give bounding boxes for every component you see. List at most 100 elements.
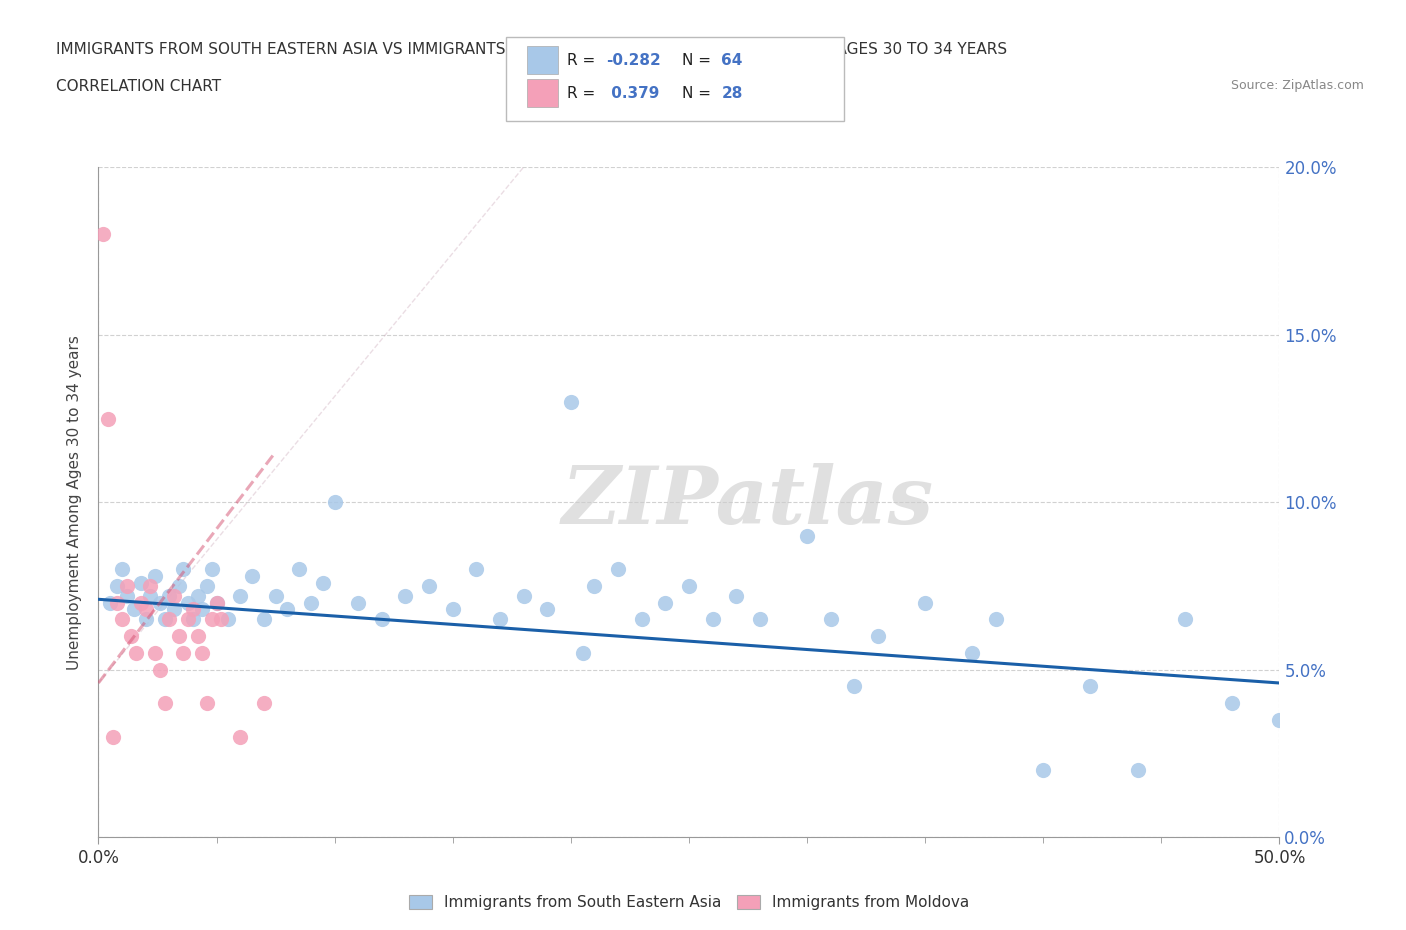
Point	[1268, 712, 1291, 727]
Point	[167, 578, 190, 593]
Text: Source: ZipAtlas.com: Source: ZipAtlas.com	[1230, 79, 1364, 92]
Point	[153, 696, 176, 711]
Point	[177, 612, 200, 627]
Point	[111, 612, 134, 627]
Point	[105, 578, 128, 593]
Point	[418, 578, 440, 593]
Text: IMMIGRANTS FROM SOUTH EASTERN ASIA VS IMMIGRANTS FROM MOLDOVA UNEMPLOYMENT AMONG: IMMIGRANTS FROM SOUTH EASTERN ASIA VS IM…	[56, 42, 1007, 57]
Point	[1126, 763, 1149, 777]
Point	[583, 578, 606, 593]
Point	[1080, 679, 1102, 694]
Point	[172, 562, 194, 577]
Point	[748, 612, 770, 627]
Point	[465, 562, 488, 577]
Point	[536, 602, 558, 617]
Text: 28: 28	[721, 86, 742, 100]
Point	[678, 578, 700, 593]
Point	[101, 729, 124, 744]
Point	[187, 629, 209, 644]
Point	[253, 696, 276, 711]
Point	[125, 645, 148, 660]
Point	[191, 645, 214, 660]
Point	[288, 562, 311, 577]
Point	[209, 612, 232, 627]
Text: R =: R =	[567, 53, 600, 68]
Point	[796, 528, 818, 543]
Point	[121, 629, 143, 644]
Point	[630, 612, 652, 627]
Point	[163, 602, 186, 617]
Point	[984, 612, 1007, 627]
Point	[323, 495, 346, 510]
Point	[205, 595, 228, 610]
Point	[264, 589, 287, 604]
Point	[844, 679, 866, 694]
Point	[312, 575, 335, 590]
Point	[240, 568, 263, 583]
Point	[115, 589, 138, 604]
Point	[560, 394, 582, 409]
Point	[571, 645, 593, 660]
Point	[143, 645, 166, 660]
Text: CORRELATION CHART: CORRELATION CHART	[56, 79, 221, 94]
Point	[866, 629, 889, 644]
Point	[181, 602, 204, 617]
Point	[229, 729, 252, 744]
Point	[299, 595, 322, 610]
Point	[135, 612, 157, 627]
Point	[276, 602, 298, 617]
Point	[962, 645, 984, 660]
Point	[115, 578, 138, 593]
Point	[122, 602, 145, 617]
Text: N =: N =	[682, 86, 716, 100]
Text: N =: N =	[682, 53, 716, 68]
Point	[654, 595, 676, 610]
Point	[914, 595, 936, 610]
Point	[489, 612, 512, 627]
Point	[702, 612, 724, 627]
Point	[820, 612, 842, 627]
Point	[195, 578, 218, 593]
Point	[157, 612, 180, 627]
Point	[1174, 612, 1197, 627]
Text: R =: R =	[567, 86, 600, 100]
Point	[98, 595, 121, 610]
Point	[135, 602, 157, 617]
Point	[253, 612, 276, 627]
Point	[177, 595, 200, 610]
Point	[725, 589, 748, 604]
Y-axis label: Unemployment Among Ages 30 to 34 years: Unemployment Among Ages 30 to 34 years	[67, 335, 83, 670]
Point	[163, 589, 186, 604]
Point	[111, 562, 134, 577]
Point	[347, 595, 370, 610]
Point	[149, 662, 172, 677]
Point	[394, 589, 416, 604]
Text: 0.379: 0.379	[606, 86, 659, 100]
Text: -0.282: -0.282	[606, 53, 661, 68]
Point	[1032, 763, 1054, 777]
Point	[441, 602, 464, 617]
Point	[97, 411, 120, 426]
Point	[149, 595, 172, 610]
Point	[181, 612, 204, 627]
Point	[105, 595, 128, 610]
Point	[167, 629, 190, 644]
Text: 64: 64	[721, 53, 742, 68]
Point	[371, 612, 394, 627]
Point	[91, 227, 114, 242]
Point	[195, 696, 218, 711]
Text: ZIPatlas: ZIPatlas	[562, 463, 934, 541]
Point	[201, 612, 224, 627]
Point	[205, 595, 228, 610]
Point	[229, 589, 252, 604]
Legend: Immigrants from South Eastern Asia, Immigrants from Moldova: Immigrants from South Eastern Asia, Immi…	[402, 889, 976, 916]
Point	[607, 562, 630, 577]
Point	[157, 589, 180, 604]
Point	[191, 602, 214, 617]
Point	[143, 568, 166, 583]
Point	[139, 589, 162, 604]
Point	[187, 589, 209, 604]
Point	[201, 562, 224, 577]
Point	[139, 578, 162, 593]
Point	[512, 589, 534, 604]
